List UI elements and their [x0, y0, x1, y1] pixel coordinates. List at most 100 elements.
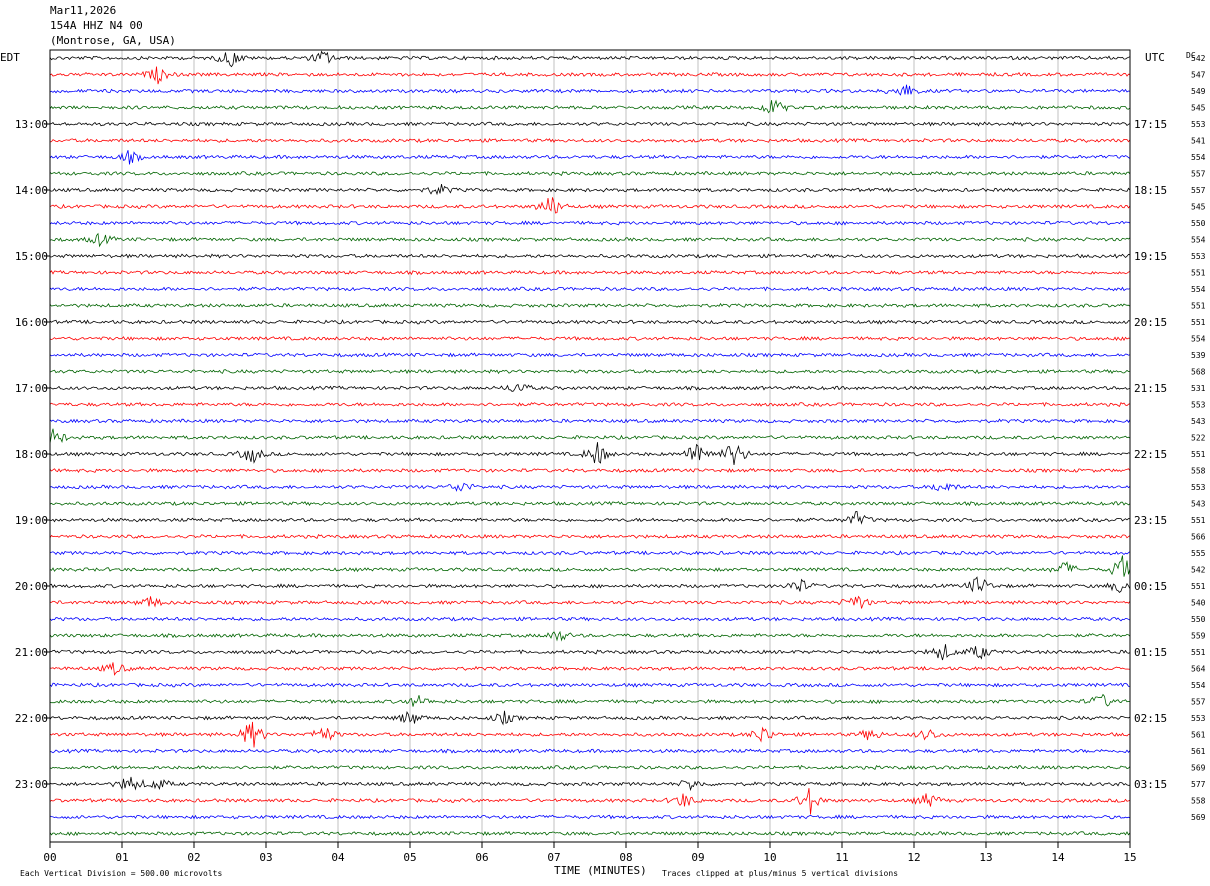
seismic-trace — [49, 533, 1131, 539]
dc-offset-label: 566 — [1191, 533, 1206, 542]
dc-offset-label: 545 — [1191, 203, 1206, 212]
dc-offset-label: 543 — [1191, 417, 1206, 426]
dc-offset-label: 539 — [1191, 351, 1206, 360]
right-time-label: 18:15 — [1134, 184, 1167, 197]
left-time-label: 13:00 — [15, 118, 48, 131]
seismic-trace — [49, 748, 1131, 754]
dc-offset-label: 551 — [1191, 318, 1206, 327]
clip-note: Traces clipped at plus/minus 5 vertical … — [662, 869, 898, 878]
seismic-trace — [49, 511, 1131, 525]
seismic-trace — [49, 788, 1131, 815]
seismic-trace — [49, 383, 1131, 392]
left-time-label: 16:00 — [15, 316, 48, 329]
x-tick-label: 06 — [475, 851, 488, 864]
seismic-trace — [49, 428, 1131, 444]
header-location: (Montrose, GA, USA) — [50, 34, 176, 47]
seismic-trace — [49, 467, 1131, 474]
seismic-trace — [49, 319, 1131, 325]
dc-offset-label: 553 — [1191, 714, 1206, 723]
right-time-label: 00:15 — [1134, 580, 1167, 593]
seismic-trace — [49, 121, 1131, 127]
x-tick-label: 00 — [43, 851, 56, 864]
left-time-label: 19:00 — [15, 514, 48, 527]
right-time-label: 03:15 — [1134, 778, 1167, 791]
dc-offset-label: 542 — [1191, 54, 1206, 63]
seismic-trace — [49, 232, 1131, 248]
dc-offset-label: 559 — [1191, 632, 1206, 641]
seismic-trace — [49, 500, 1131, 507]
x-tick-label: 13 — [979, 851, 992, 864]
x-tick-label: 05 — [403, 851, 416, 864]
left-timezone-label: EDT — [0, 51, 20, 64]
dc-offset-label: 543 — [1191, 500, 1206, 509]
dc-offset-label: 557 — [1191, 698, 1206, 707]
left-time-label: 15:00 — [15, 250, 48, 263]
dc-offset-label: 554 — [1191, 335, 1206, 344]
dc-offset-labels: 542 547 549 545 553 541 554 557 557 545 550 554 553 5… — [1191, 54, 1206, 822]
dc-offset-label: 540 — [1191, 599, 1206, 608]
right-time-label: 17:15 — [1134, 118, 1167, 131]
seismic-trace — [49, 150, 1131, 165]
right-time-label: 22:15 — [1134, 448, 1167, 461]
x-tick-label: 09 — [691, 851, 704, 864]
seismic-trace — [49, 269, 1131, 276]
dc-offset-label: 554 — [1191, 285, 1206, 294]
seismic-trace — [49, 576, 1131, 593]
header-station: 154A HHZ N4 00 — [50, 19, 143, 32]
seismic-trace — [49, 368, 1131, 375]
dc-offset-label: 557 — [1191, 186, 1206, 195]
dc-offset-label: 553 — [1191, 252, 1206, 261]
dc-offset-label: 551 — [1191, 648, 1206, 657]
seismic-trace — [49, 442, 1131, 466]
seismic-trace — [49, 616, 1131, 622]
dc-offset-label: 551 — [1191, 582, 1206, 591]
left-time-label: 23:00 — [15, 778, 48, 791]
dc-offset-label: 550 — [1191, 615, 1206, 624]
left-time-label: 22:00 — [15, 712, 48, 725]
x-tick-label: 01 — [115, 851, 128, 864]
seismic-trace — [49, 555, 1131, 577]
seismic-trace — [49, 693, 1131, 707]
left-time-label: 20:00 — [15, 580, 48, 593]
dc-offset-label: 555 — [1191, 549, 1206, 558]
seismic-trace — [49, 286, 1131, 292]
seismic-trace — [49, 335, 1130, 342]
dc-offset-label: 531 — [1191, 384, 1206, 393]
seismic-trace — [49, 197, 1131, 214]
dc-offset-label: 542 — [1191, 566, 1206, 575]
dc-offset-label: 541 — [1191, 137, 1206, 146]
right-time-label: 01:15 — [1134, 646, 1167, 659]
right-time-label: 20:15 — [1134, 316, 1167, 329]
seismic-trace — [49, 662, 1131, 676]
dc-offset-label: 547 — [1191, 71, 1206, 80]
seismic-trace — [49, 84, 1131, 96]
seismic-trace — [49, 66, 1131, 85]
x-tick-label: 14 — [1051, 851, 1065, 864]
dc-offset-label: 551 — [1191, 450, 1206, 459]
dc-offset-label: 558 — [1191, 467, 1206, 476]
seismic-trace — [49, 682, 1131, 688]
x-tick-label: 03 — [259, 851, 272, 864]
seismic-trace — [50, 595, 1131, 609]
seismic-trace — [49, 253, 1131, 259]
right-time-label: 21:15 — [1134, 382, 1167, 395]
x-axis-label: TIME (MINUTES) — [554, 864, 647, 877]
x-tick-label: 12 — [907, 851, 920, 864]
dc-offset-label: 553 — [1191, 401, 1206, 410]
seismic-trace — [49, 352, 1131, 358]
dc-offset-label: 550 — [1191, 219, 1206, 228]
dc-offset-label: 558 — [1191, 797, 1206, 806]
seismic-trace — [49, 482, 1131, 492]
left-time-label: 14:00 — [15, 184, 48, 197]
seismic-trace — [49, 302, 1131, 309]
seismic-trace — [49, 184, 1131, 196]
right-time-label: 19:15 — [1134, 250, 1167, 263]
dc-offset-label: 551 — [1191, 269, 1206, 278]
seismic-trace — [49, 99, 1131, 114]
dc-offset-label: 554 — [1191, 681, 1206, 690]
dc-column-label: DC — [1186, 51, 1196, 60]
left-time-labels: 13:00 14:00 15:00 16:00 17:00 18:00 19:00 20:00… — [15, 118, 50, 791]
dc-offset-label: 557 — [1191, 170, 1206, 179]
x-tick-label: 10 — [763, 851, 776, 864]
